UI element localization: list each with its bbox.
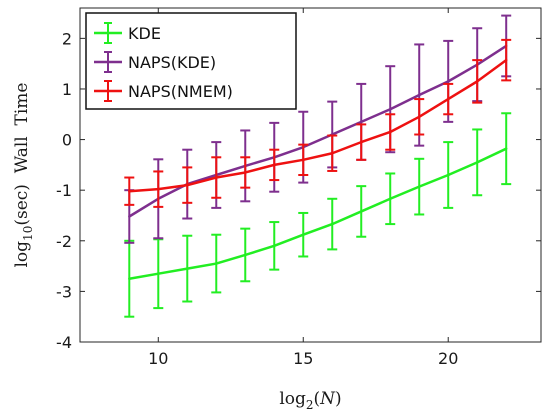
legend-item-naps-nmem: NAPS(NMEM) <box>94 80 233 102</box>
data-point <box>186 267 189 270</box>
data-point <box>186 183 189 187</box>
y-tick-label: -1 <box>56 181 72 200</box>
data-point <box>331 152 334 155</box>
series-line <box>129 147 507 280</box>
y-tick-label: 2 <box>62 29 72 48</box>
series-naps-nmem <box>124 38 512 208</box>
data-point <box>389 197 392 200</box>
data-point <box>215 176 218 179</box>
data-point <box>157 272 160 275</box>
y-axis-label: log10(sec) Wall Time <box>12 83 35 268</box>
legend-label: KDE <box>128 24 161 43</box>
data-point <box>418 185 421 188</box>
plot-frame <box>79 7 542 343</box>
data-point <box>302 233 305 236</box>
y-tick-label: -3 <box>56 282 72 301</box>
data-point <box>331 222 334 226</box>
y-tick-label: 1 <box>62 80 72 99</box>
data-point <box>273 244 276 248</box>
x-axis-label: log2(N) <box>279 389 341 412</box>
series-line <box>129 59 507 193</box>
data-point <box>244 171 247 174</box>
ticks-layer: 10 15 20 -4 -3 -2 -1 0 1 2 <box>56 8 541 368</box>
data-point <box>360 210 363 213</box>
data-point <box>302 158 305 162</box>
legend-item-kde: KDE <box>94 22 161 44</box>
data-point <box>244 253 247 257</box>
series-kde <box>124 112 512 318</box>
data-point <box>476 161 479 164</box>
data-point <box>418 93 421 97</box>
data-point <box>360 120 363 124</box>
data-point <box>447 97 450 101</box>
legend: KDE NAPS(KDE) NAPS(NMEM) <box>85 12 297 110</box>
y-tick-label: -4 <box>56 333 72 352</box>
data-point <box>215 262 218 265</box>
data-point <box>447 173 450 177</box>
data-point <box>360 140 363 144</box>
data-point <box>128 215 131 218</box>
data-point <box>273 163 276 167</box>
data-point <box>128 277 131 280</box>
x-tick-label: 10 <box>148 349 168 368</box>
data-point <box>157 187 160 191</box>
x-tick-label: 15 <box>293 349 313 368</box>
data-point <box>447 80 450 83</box>
series-layer <box>124 14 512 318</box>
data-point <box>505 147 508 150</box>
data-point <box>418 115 421 119</box>
data-point <box>476 80 479 83</box>
legend-label: NAPS(KDE) <box>128 53 216 72</box>
y-tick-label: -2 <box>56 232 72 251</box>
y-tick-label: 0 <box>62 131 72 150</box>
data-point <box>389 130 392 134</box>
legend-item-naps-kde: NAPS(KDE) <box>94 51 216 73</box>
x-tick-label: 20 <box>438 349 458 368</box>
data-point <box>505 58 508 62</box>
data-point <box>128 189 131 193</box>
legend-label: NAPS(NMEM) <box>128 82 233 101</box>
data-point <box>389 108 392 111</box>
